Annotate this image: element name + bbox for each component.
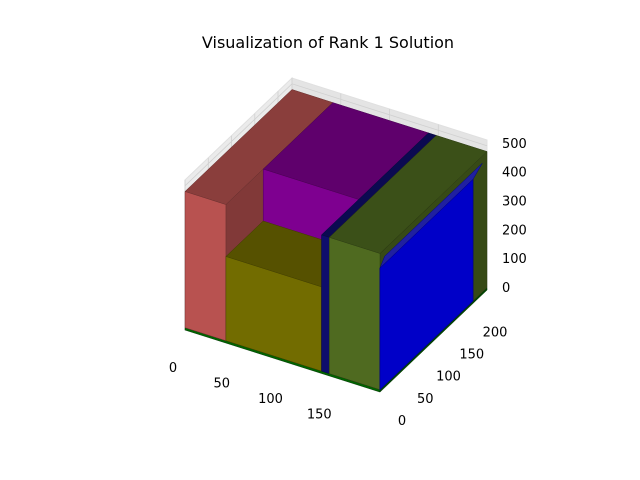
box-blue-top (379, 163, 483, 269)
y-tick-label: 0 (398, 414, 406, 429)
z-tick-label: 200 (502, 223, 527, 238)
box-front-face (329, 237, 381, 391)
x-tick-label: 150 (307, 408, 332, 423)
y-tick-label: 200 (483, 325, 508, 340)
z-tick-label: 300 (502, 194, 527, 209)
z-tick-label: 100 (502, 252, 527, 267)
z-tick-label: 0 (502, 281, 510, 296)
y-tick-label: 50 (417, 392, 434, 407)
x-tick-label: 0 (169, 361, 177, 376)
x-tick-label: 100 (258, 392, 283, 407)
chart-title: Visualization of Rank 1 Solution (201, 33, 455, 52)
z-tick-label: 400 (502, 166, 527, 181)
x-tick-label: 50 (213, 377, 230, 392)
box-blue-front (379, 163, 483, 391)
y-tick-label: 100 (436, 370, 461, 385)
y-tick-label: 150 (459, 347, 484, 362)
box-front-face (321, 234, 330, 374)
box-front-face (184, 191, 227, 342)
data-boxes (184, 89, 488, 393)
z-tick-label: 500 (502, 137, 527, 152)
